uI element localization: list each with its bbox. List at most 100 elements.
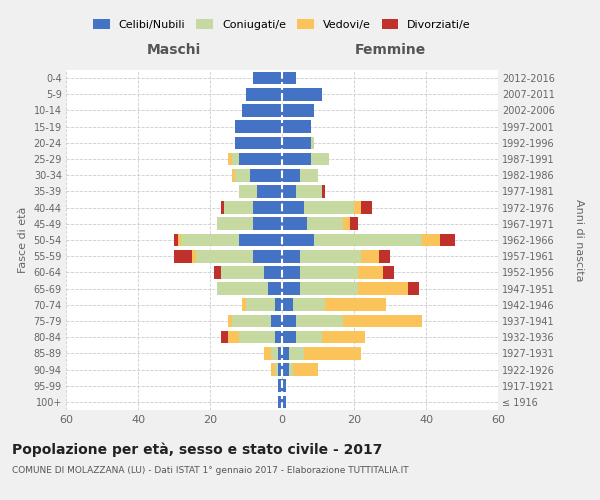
Bar <box>300 282 358 295</box>
Bar <box>322 185 325 198</box>
Bar <box>228 152 232 166</box>
Text: COMUNE DI MOLAZZANA (LU) - Dati ISTAT 1° gennaio 2017 - Elaborazione TUTTITALIA.: COMUNE DI MOLAZZANA (LU) - Dati ISTAT 1°… <box>12 466 409 475</box>
Text: Popolazione per età, sesso e stato civile - 2017: Popolazione per età, sesso e stato civil… <box>12 442 382 457</box>
Bar <box>358 266 383 278</box>
Y-axis label: Anni di nascita: Anni di nascita <box>574 198 584 281</box>
Bar <box>289 347 304 360</box>
Bar <box>257 185 282 198</box>
Bar <box>282 282 300 295</box>
Bar <box>232 169 235 181</box>
Bar <box>282 72 296 85</box>
Bar <box>422 234 440 246</box>
Bar <box>246 298 275 311</box>
Bar <box>174 234 178 246</box>
Bar <box>264 347 271 360</box>
Bar <box>275 331 282 344</box>
Bar <box>296 331 322 344</box>
Bar <box>350 218 358 230</box>
Bar <box>214 266 221 278</box>
Bar <box>322 331 365 344</box>
Bar <box>282 88 322 101</box>
Bar <box>296 185 322 198</box>
Bar <box>440 234 455 246</box>
Bar <box>228 331 239 344</box>
Text: Femmine: Femmine <box>355 44 425 58</box>
Bar <box>311 152 329 166</box>
Bar <box>250 169 282 181</box>
Bar <box>343 218 350 230</box>
Bar <box>293 298 325 311</box>
Bar <box>282 202 304 214</box>
Bar <box>221 202 224 214</box>
Bar <box>307 218 343 230</box>
Bar <box>383 266 394 278</box>
Bar <box>232 314 271 328</box>
Bar <box>300 266 358 278</box>
Bar <box>408 282 419 295</box>
Bar <box>235 120 282 133</box>
Bar <box>282 152 311 166</box>
Bar <box>239 331 275 344</box>
Bar <box>300 169 318 181</box>
Bar <box>282 363 289 376</box>
Bar <box>232 152 239 166</box>
Bar <box>282 298 293 311</box>
Bar <box>282 104 314 117</box>
Bar <box>217 282 268 295</box>
Bar <box>239 234 282 246</box>
Bar <box>224 202 253 214</box>
Bar <box>275 298 282 311</box>
Bar <box>271 314 282 328</box>
Bar <box>275 363 278 376</box>
Bar <box>271 363 275 376</box>
Bar <box>228 314 232 328</box>
Bar <box>253 202 282 214</box>
Bar <box>311 136 314 149</box>
Bar <box>282 250 300 262</box>
Bar <box>358 282 408 295</box>
Bar <box>282 380 286 392</box>
Bar <box>221 331 228 344</box>
Bar <box>235 169 250 181</box>
Bar <box>282 185 296 198</box>
Bar <box>282 234 314 246</box>
Bar <box>282 347 289 360</box>
Bar <box>282 314 296 328</box>
Bar <box>304 347 361 360</box>
Bar <box>242 104 282 117</box>
Bar <box>235 136 282 149</box>
Bar <box>196 250 253 262</box>
Bar <box>379 250 390 262</box>
Bar <box>293 363 318 376</box>
Bar <box>282 266 300 278</box>
Bar <box>278 380 282 392</box>
Bar <box>239 152 282 166</box>
Bar <box>278 347 282 360</box>
Bar <box>253 250 282 262</box>
Bar <box>354 202 361 214</box>
Bar <box>278 396 282 408</box>
Bar <box>361 250 379 262</box>
Bar <box>282 120 311 133</box>
Bar <box>304 202 354 214</box>
Bar <box>282 136 311 149</box>
Bar <box>181 234 239 246</box>
Bar <box>300 250 361 262</box>
Bar <box>282 396 286 408</box>
Bar <box>361 202 372 214</box>
Bar <box>221 266 264 278</box>
Bar <box>253 218 282 230</box>
Bar <box>217 218 253 230</box>
Bar <box>289 363 293 376</box>
Bar <box>314 234 422 246</box>
Bar <box>178 234 181 246</box>
Bar <box>192 250 196 262</box>
Bar <box>343 314 422 328</box>
Bar <box>242 298 246 311</box>
Bar <box>325 298 386 311</box>
Bar <box>271 347 278 360</box>
Bar <box>174 250 192 262</box>
Bar <box>239 185 257 198</box>
Bar <box>278 363 282 376</box>
Bar <box>282 169 300 181</box>
